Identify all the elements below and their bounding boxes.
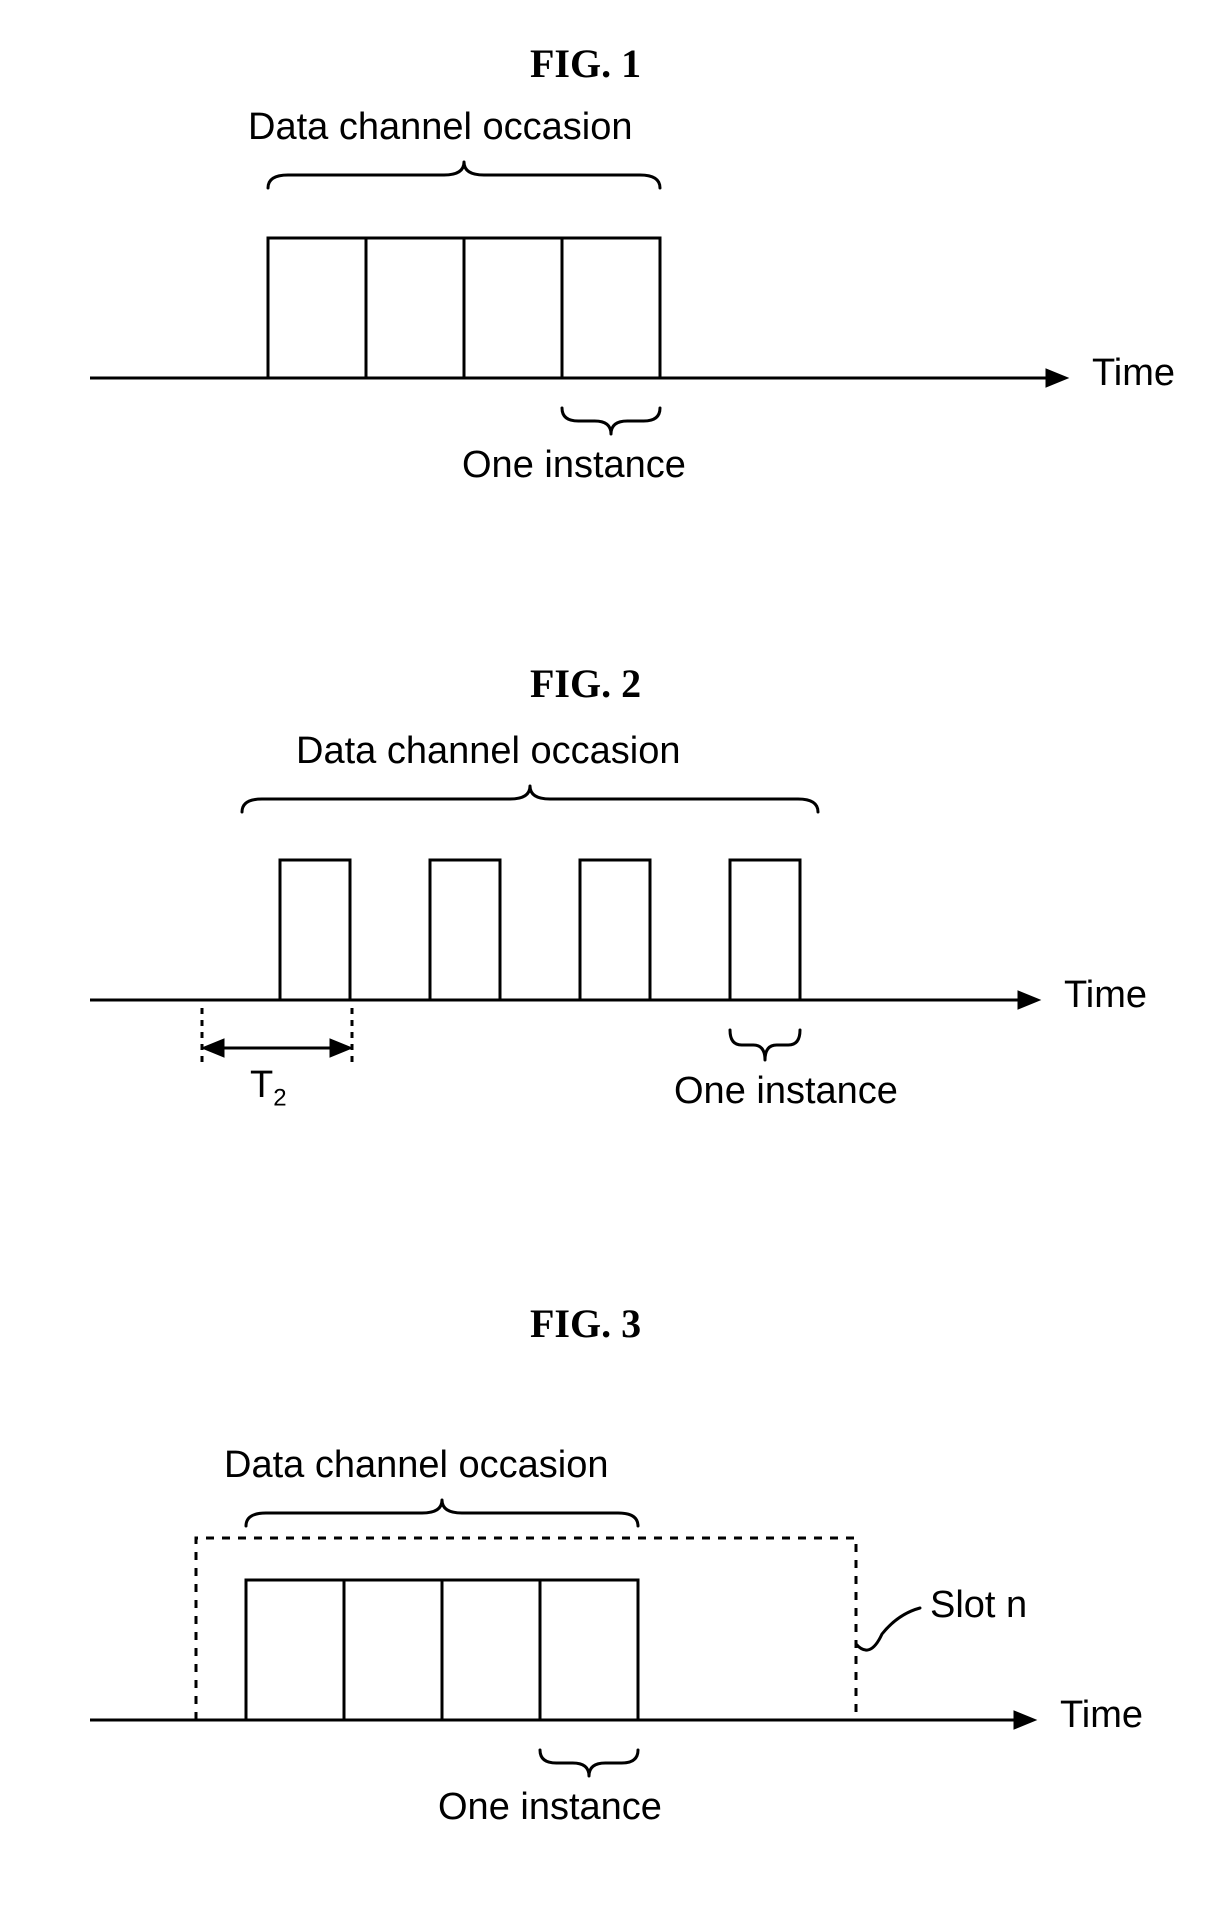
diagram-svg [0, 0, 1231, 1926]
page: FIG. 1 Data channel occasion One instanc… [0, 0, 1231, 1926]
